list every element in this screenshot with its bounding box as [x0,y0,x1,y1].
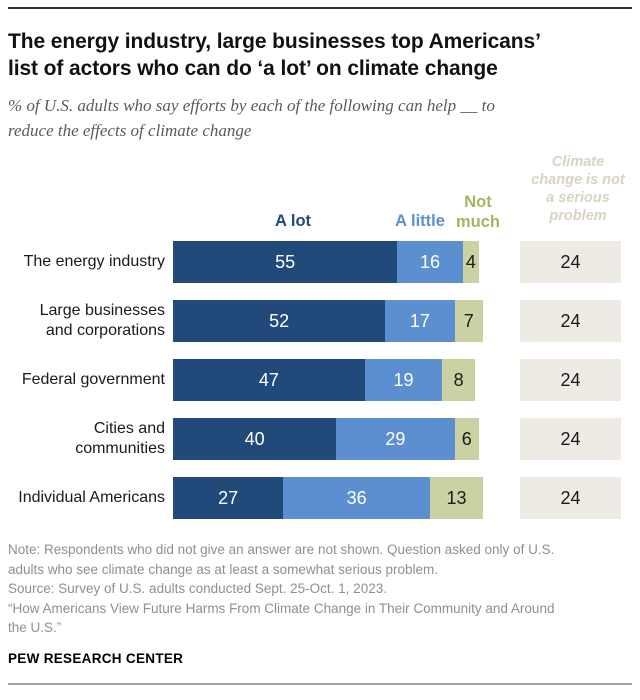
pew-chart-card: The energy industry, large businesses to… [0,7,640,685]
legend-no-problem-line-3: a serious [546,190,610,206]
note-line-4: “How Americans View Future Harms From Cl… [8,600,555,616]
note-line-5: the U.S.” [8,620,62,635]
bar-segment-climate-change-is-not-a-serious-problem: 24 [520,300,621,342]
bar-segment-a-little: 36 [283,477,431,519]
bar-segment-a-little: 16 [397,241,463,283]
top-rule [8,7,632,9]
stacked-bar-chart: A lot A little Not much Climate change is … [8,151,632,536]
legend-no-problem-line-1: Climate [551,154,605,170]
bar-segment-a-lot: 52 [173,300,386,342]
bar-segment-not-much: 6 [454,418,479,460]
note-line-1: Note: Respondents who did not give an an… [8,542,555,557]
chart-row: Cities and communities 40 29 6 24 [8,418,632,460]
subtitle-line-1: % of U.S. adults who say efforts by each… [8,96,495,115]
category-label: Large businesses and corporations [39,302,165,339]
category-label: The energy industry [23,253,165,270]
note-line-3: Source: Survey of U.S. adults conducted … [8,581,387,596]
legend-no-problem-line-4: problem [549,208,607,224]
chart-row: The energy industry 55 16 4 24 [8,241,632,283]
title-line-1: The energy industry, large businesses to… [8,30,541,53]
bottom-rule [8,682,632,685]
brand-pew-research-center: PEW RESEARCH CENTER [8,650,184,666]
note-line-2: adults who see climate change as at leas… [8,561,438,577]
chart-row: Individual Americans 27 36 13 24 [8,477,632,519]
bar-segment-a-lot: 40 [173,418,337,460]
legend-a-lot: A lot [274,212,312,230]
category-label: Individual Americans [18,489,165,506]
bar-segment-climate-change-is-not-a-serious-problem: 24 [520,241,621,283]
legend-not-much-line-1: Not [464,193,492,211]
footnote: Note: Respondents who did not give an an… [8,540,632,638]
bar-segment-not-much: 7 [454,300,484,342]
chart-row: Federal government 47 19 8 24 [8,359,632,401]
bar-segment-climate-change-is-not-a-serious-problem: 24 [520,477,621,519]
bar-segment-a-lot: 55 [173,241,398,283]
legend-a-little: A little [395,212,445,230]
chart-row: Large businesses and corporations 52 17 7 24 [8,300,632,342]
bar-segment-not-much: 13 [430,477,484,519]
legend-climate-not-serious: Climate change is not a serious problem [531,153,624,225]
subtitle-line-2: reduce the effects of climate change [8,121,252,140]
bar-segment-a-little: 19 [364,359,443,401]
legend-not-much-line-2: much [455,213,501,231]
bar-segment-a-lot: 27 [173,477,284,519]
bar-segment-a-lot: 47 [173,359,365,401]
bar-segment-a-little: 29 [336,418,455,460]
legend-not-much: Not much [456,192,500,232]
chart-subtitle: % of U.S. adults who say efforts by each… [8,93,632,143]
bar-segment-not-much: 8 [442,359,475,401]
bar-segment-a-little: 17 [385,300,455,342]
category-label: Federal government [21,371,165,388]
bar-segment-not-much: 4 [462,241,479,283]
page-title: The energy industry, large businesses to… [8,28,632,82]
title-line-2: list of actors who can do ‘a lot’ on cli… [8,57,498,80]
legend-no-problem-line-2: change is not [531,172,625,188]
bar-segment-climate-change-is-not-a-serious-problem: 24 [520,359,621,401]
category-label: Cities and communities [75,420,165,457]
chart-rows: The energy industry 55 16 4 24 Large business… [8,241,632,536]
bar-segment-climate-change-is-not-a-serious-problem: 24 [520,418,621,460]
